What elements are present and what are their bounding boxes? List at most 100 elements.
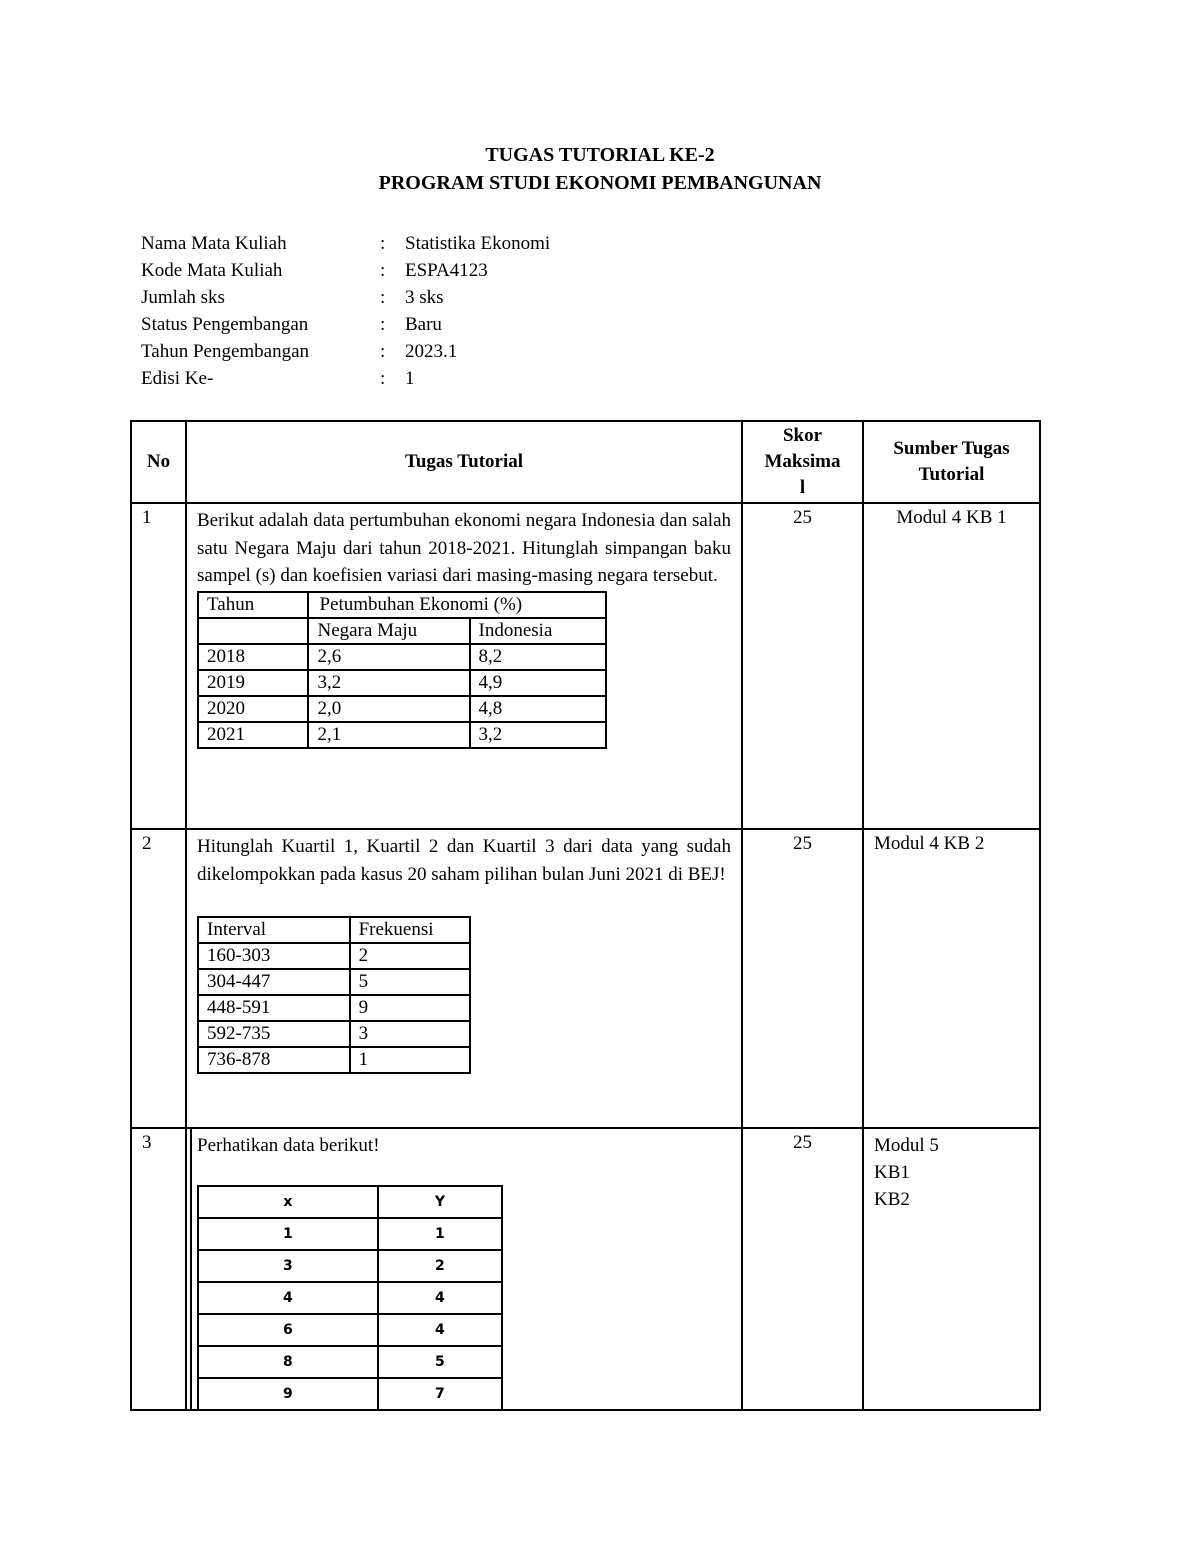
cell: 2,0	[307, 694, 471, 723]
info-label: Edisi Ke-	[141, 368, 214, 389]
table-row: 2021 2,1 3,2	[196, 720, 608, 749]
header-score-line: Skor	[782, 425, 823, 446]
task-text: Perhatikan data berikut!	[197, 1135, 380, 1156]
table-row: 2020 2,0 4,8	[196, 694, 608, 723]
cell: 4,8	[468, 694, 608, 723]
info-colon: :	[380, 368, 386, 389]
info-value: 2023.1	[405, 341, 458, 362]
table-row: 592-735 3	[197, 1020, 472, 1048]
header-source-line: Tutorial	[918, 464, 985, 485]
header-source-line: Sumber Tugas	[893, 438, 1010, 459]
cell: Tahun	[196, 590, 310, 619]
info-value: ESPA4123	[405, 260, 488, 281]
cell: 6	[197, 1312, 379, 1347]
table-row: 304-447 5	[197, 968, 472, 996]
growth-data-table: Tahun Petumbuhan Ekonomi (%) Negara Maju I…	[196, 590, 608, 749]
info-label: Jumlah sks	[141, 287, 225, 308]
table-header-row: No Tugas Tutorial Skor Maksima l Sumber Tu…	[130, 420, 1041, 504]
info-label: Nama Mata Kuliah	[141, 233, 287, 254]
task-cell: Berikut adalah data pertumbuhan ekonomi …	[185, 502, 743, 830]
header-score-line: Maksima	[764, 451, 841, 472]
score-value: 25	[741, 1127, 864, 1411]
score-value: 25	[741, 502, 864, 830]
cell: 2018	[196, 642, 310, 671]
score-value: 25	[741, 828, 864, 1129]
cell: 3	[348, 1020, 472, 1048]
table-row: 160-303 2	[197, 942, 472, 970]
cell: 448-591	[197, 994, 351, 1022]
tutorial-table: No Tugas Tutorial Skor Maksima l Sumber Tu…	[130, 420, 1041, 1411]
header-no: No	[130, 420, 187, 504]
cell: 304-447	[197, 968, 351, 996]
document-title: TUGAS TUTORIAL KE-2	[485, 144, 715, 166]
source-line: KB2	[874, 1189, 910, 1210]
info-value: Statistika Ekonomi	[405, 233, 551, 254]
cell: 2020	[196, 694, 310, 723]
table-row: 2 Hitunglah Kuartil 1, Kuartil 2 dan Kua…	[130, 828, 1041, 1129]
cell: 8,2	[468, 642, 608, 671]
cell: 2,6	[307, 642, 471, 671]
header-source: Sumber Tugas Tutorial	[862, 420, 1041, 504]
cell: 2	[348, 942, 472, 970]
row-number: 3	[130, 1127, 187, 1411]
source-value: Modul 4 KB 2	[862, 828, 1041, 1129]
cell: 5	[376, 1344, 504, 1379]
info-value: 1	[405, 368, 415, 389]
cell: Interval	[197, 916, 351, 944]
info-colon: :	[380, 260, 386, 281]
table-row: Tahun Petumbuhan Ekonomi (%)	[196, 590, 607, 619]
cell: Indonesia	[468, 616, 608, 645]
cell: 4,9	[468, 668, 608, 697]
info-colon: :	[380, 233, 386, 254]
cell: 7	[376, 1376, 504, 1411]
table-row: 2018 2,6 8,2	[196, 642, 608, 671]
cell: 9	[197, 1376, 379, 1411]
cell: 1	[348, 1046, 472, 1074]
cell: 3,2	[468, 720, 608, 749]
task-cell: Hitunglah Kuartil 1, Kuartil 2 dan Kuart…	[185, 828, 743, 1129]
table-row: Negara Maju Indonesia	[196, 616, 608, 645]
source-line: KB1	[874, 1162, 910, 1183]
info-value: Baru	[405, 314, 442, 335]
table-row: 1 Berikut adalah data pertumbuhan ekonom…	[130, 502, 1041, 830]
cell: 3	[197, 1248, 379, 1283]
cell: 2019	[196, 668, 310, 697]
header-task: Tugas Tutorial	[185, 420, 743, 504]
info-colon: :	[380, 314, 386, 335]
cell: 736-878	[197, 1046, 351, 1074]
source-value: Modul 4 KB 1	[862, 502, 1041, 830]
cell: 4	[376, 1312, 504, 1347]
info-colon: :	[380, 341, 386, 362]
task-text: Hitunglah Kuartil 1, Kuartil 2 dan Kuart…	[197, 836, 731, 885]
header-score: Skor Maksima l	[741, 420, 864, 504]
cell: Petumbuhan Ekonomi (%)	[307, 590, 607, 619]
cell: 592-735	[197, 1020, 351, 1048]
cell: 3,2	[307, 668, 471, 697]
double-border-line	[190, 1128, 192, 1411]
row-number: 1	[130, 502, 187, 830]
cell: Frekuensi	[348, 916, 472, 944]
info-label: Status Pengembangan	[141, 314, 309, 335]
table-row: 448-591 9	[197, 994, 472, 1022]
cell: 2021	[196, 720, 310, 749]
table-row: 2019 3,2 4,9	[196, 668, 608, 697]
cell: 8	[197, 1344, 379, 1379]
table-row: 736-878 1	[197, 1046, 472, 1074]
cell: 1	[197, 1216, 379, 1251]
info-label: Kode Mata Kuliah	[141, 260, 283, 281]
cell: 4	[376, 1280, 504, 1315]
cell: 5	[348, 968, 472, 996]
info-value: 3 sks	[405, 287, 444, 308]
header-score-line: l	[799, 477, 806, 498]
cell: Negara Maju	[307, 616, 471, 645]
